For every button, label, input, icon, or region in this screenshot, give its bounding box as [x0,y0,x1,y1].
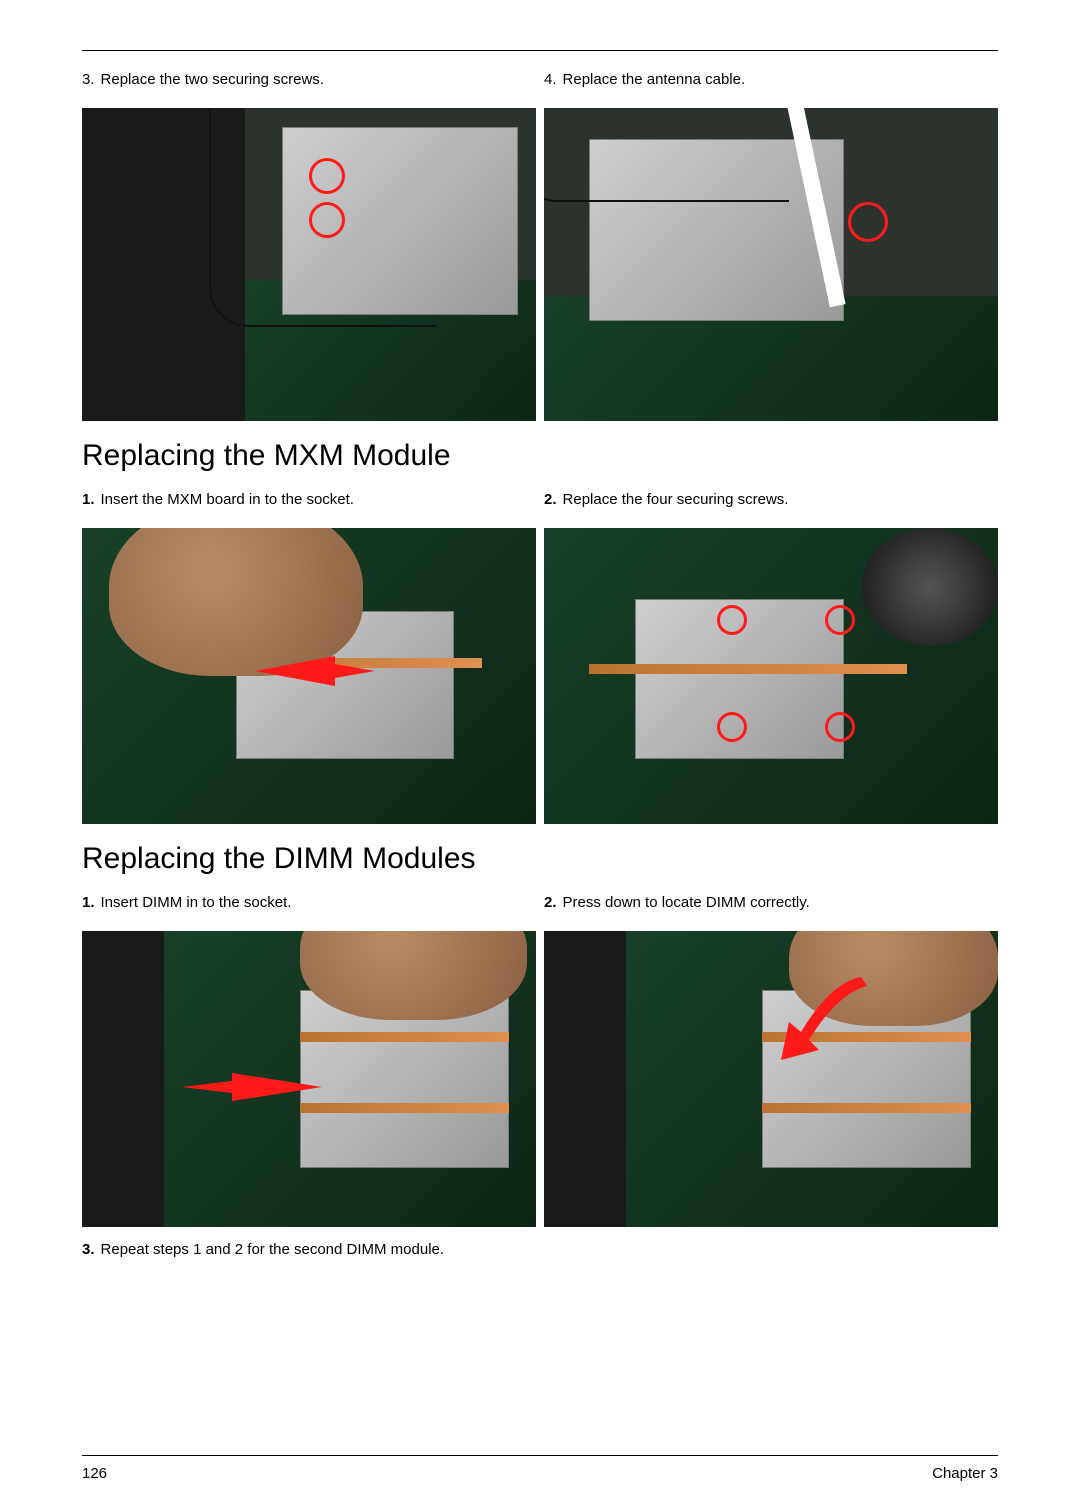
arrow-icon [771,972,871,1062]
row-mxm-steps: 1. Insert the MXM board in to the socket.… [82,489,998,516]
arrow-icon [255,646,375,696]
step-3: 3. Replace the two securing screws. [82,69,536,90]
step-3-col: 3. Replace the two securing screws. [82,69,536,96]
section-title-mxm: Replacing the MXM Module [82,439,998,473]
dimm-step-1-text: Insert DIMM in to the socket. [101,894,292,911]
chapter-label: Chapter 3 [932,1465,998,1482]
image-dimm-insert [82,931,536,1227]
image-screws [82,108,536,421]
mxm-step-1: 1. Insert the MXM board in to the socket. [82,489,536,510]
mxm-step-2: 2. Replace the four securing screws. [544,489,998,510]
row-top-images [82,108,998,421]
dimm-step-1-num: 1. [82,894,95,911]
page-number: 126 [82,1465,107,1482]
row-top-steps: 3. Replace the two securing screws. 4. Rep… [82,69,998,96]
dimm-step-3-num: 3. [82,1241,95,1258]
dimm-step-2-num: 2. [544,894,557,911]
step-3-text: Replace the two securing screws. [101,71,324,88]
step-4-col: 4. Replace the antenna cable. [544,69,998,96]
step-3-num: 3. [82,71,95,88]
step-4-num: 4. [544,71,557,88]
image-dimm-press [544,931,998,1227]
arrow-icon [182,1067,322,1107]
image-antenna [544,108,998,421]
mxm-step-2-num: 2. [544,491,557,508]
step-4-text: Replace the antenna cable. [563,71,746,88]
row-dimm-images [82,931,998,1227]
image-mxm-screws [544,528,998,824]
row-dimm-steps: 1. Insert DIMM in to the socket. 2. Press … [82,892,998,919]
footer-horizontal-rule [82,1455,998,1456]
dimm-step-2-text: Press down to locate DIMM correctly. [563,894,810,911]
dimm-step-3-text: Repeat steps 1 and 2 for the second DIMM… [101,1241,445,1258]
row-mxm-images [82,528,998,824]
page-footer: 126 Chapter 3 [82,1465,998,1482]
mxm-step-1-num: 1. [82,491,95,508]
step-4: 4. Replace the antenna cable. [544,69,998,90]
mxm-step-2-text: Replace the four securing screws. [563,491,789,508]
top-horizontal-rule [82,50,998,51]
dimm-step-1: 1. Insert DIMM in to the socket. [82,892,536,913]
mxm-step-1-text: Insert the MXM board in to the socket. [101,491,354,508]
dimm-step-2: 2. Press down to locate DIMM correctly. [544,892,998,913]
image-mxm-insert [82,528,536,824]
dimm-step-3: 3. Repeat steps 1 and 2 for the second DI… [82,1239,998,1260]
section-title-dimm: Replacing the DIMM Modules [82,842,998,876]
